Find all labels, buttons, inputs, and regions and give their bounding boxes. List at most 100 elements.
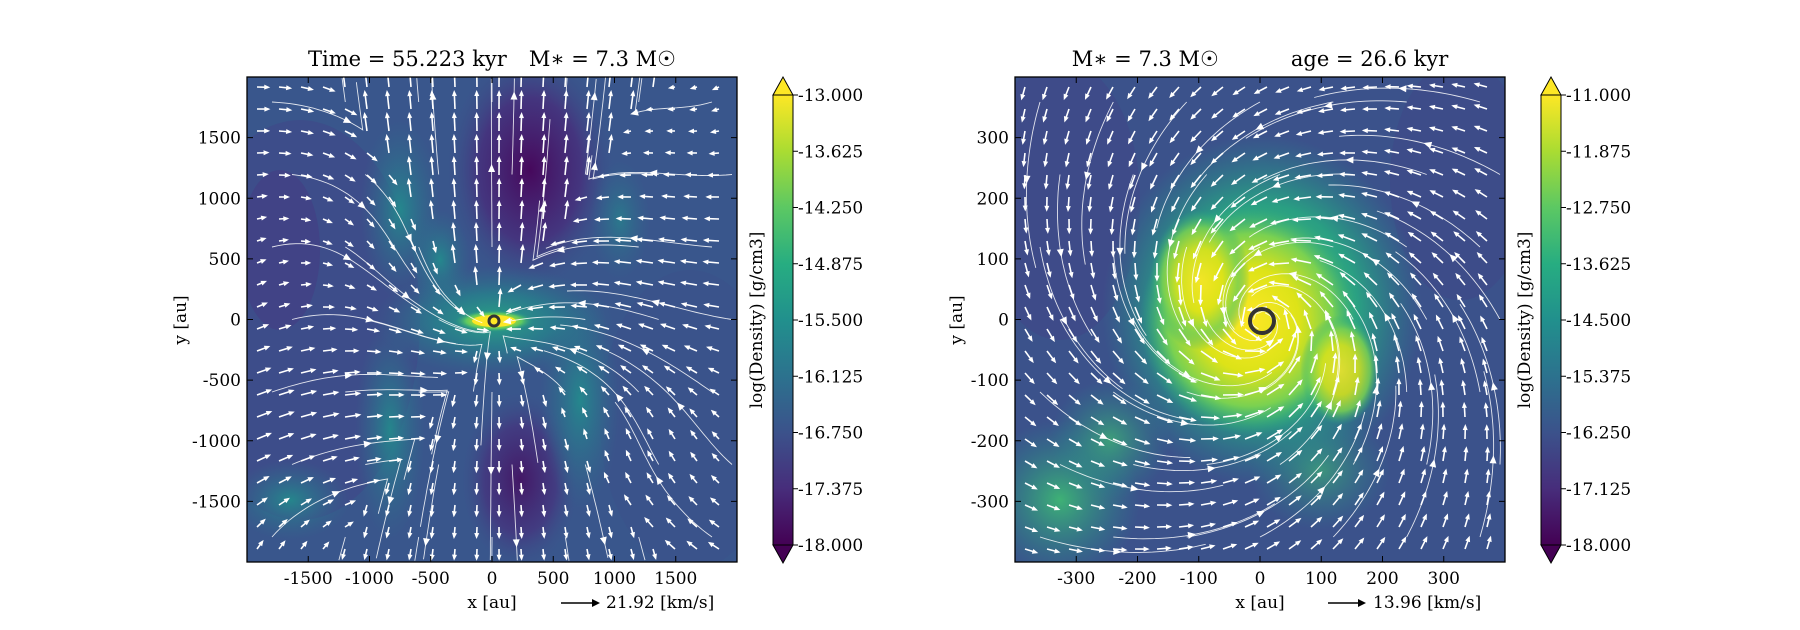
streamline xyxy=(271,478,389,538)
velocity-arrowhead xyxy=(1275,88,1282,93)
velocity-arrowhead xyxy=(1362,106,1369,112)
streamline-arrowhead xyxy=(1213,214,1222,223)
velocity-arrowhead xyxy=(264,84,271,90)
left-sink-particle xyxy=(487,314,501,328)
velocity-arrowhead xyxy=(309,455,316,461)
velocity-arrowhead xyxy=(1210,158,1217,164)
right-y-axis-label: y [au] xyxy=(947,295,967,345)
streamline xyxy=(271,243,421,311)
velocity-arrowhead xyxy=(327,283,334,289)
velocity-arrowhead xyxy=(287,367,294,373)
velocity-arrowhead xyxy=(1166,481,1173,487)
velocity-arrowhead xyxy=(1151,229,1157,236)
velocity-arrowhead xyxy=(1297,402,1304,409)
velocity-arrowhead xyxy=(702,259,709,265)
velocity-arrowhead xyxy=(1209,522,1216,528)
streamline xyxy=(1479,371,1495,538)
velocity-arrowhead xyxy=(639,193,646,199)
streamline-arrowhead xyxy=(488,164,496,173)
velocity-arrowhead xyxy=(1274,474,1282,480)
velocity-arrowhead xyxy=(519,400,525,408)
velocity-arrowhead xyxy=(689,473,696,481)
streamline-arrowhead xyxy=(1384,312,1392,322)
y-tick-label: -1000 xyxy=(192,432,241,452)
velocity-arrowhead xyxy=(417,329,424,334)
velocity-arrowhead xyxy=(451,466,457,474)
streamline-arrowhead xyxy=(1330,215,1339,223)
velocity-arrowhead xyxy=(1486,490,1491,498)
velocity-arrowhead xyxy=(1087,206,1093,213)
left-colorbar-label: log(Density) [g/cm3] xyxy=(747,232,767,409)
velocity-arrowhead xyxy=(1251,177,1259,183)
velocity-arrowhead xyxy=(373,478,380,484)
velocity-arrowhead xyxy=(1295,472,1303,479)
velocity-arrowhead xyxy=(1473,125,1481,131)
x-tick-label: 300 xyxy=(1428,569,1460,589)
velocity-arrowhead xyxy=(496,533,502,540)
streamline xyxy=(1166,174,1208,330)
streamline xyxy=(1339,134,1501,175)
right-panel: M∗ = 7.3 M☉ age = 26.6 kyr -300 -200 -100 0 1… xyxy=(947,47,1631,613)
velocity-arrowhead xyxy=(265,389,273,394)
velocity-arrowhead xyxy=(390,201,397,208)
velocity-arrowhead xyxy=(368,243,375,250)
velocity-arrowhead xyxy=(690,451,696,459)
velocity-arrowhead xyxy=(1076,526,1083,532)
velocity-arrowhead xyxy=(1478,294,1485,301)
velocity-arrowhead xyxy=(1148,92,1154,99)
velocity-arrowhead xyxy=(563,466,569,474)
velocity-arrowhead xyxy=(1213,275,1219,282)
velocity-arrowhead xyxy=(1064,160,1070,168)
velocity-arrow xyxy=(409,77,412,88)
colorbar-tick-label: -16.250 xyxy=(1566,424,1631,444)
velocity-arrowhead xyxy=(1191,228,1197,236)
streamline-arrowhead xyxy=(1429,459,1437,468)
velocity-arrowhead xyxy=(1428,83,1436,89)
left-panel-title: Time = 55.223 kyr M∗ = 7.3 M☉ xyxy=(308,47,676,71)
streamline-arrowhead xyxy=(423,537,431,547)
velocity-arrowhead xyxy=(473,222,479,229)
velocity-arrowhead xyxy=(433,268,438,275)
velocity-arrowhead xyxy=(1098,526,1106,532)
streamline xyxy=(564,536,570,561)
velocity-arrowhead xyxy=(518,511,524,518)
velocity-arrowhead xyxy=(1121,461,1128,467)
velocity-arrowhead xyxy=(518,112,524,119)
velocity-arrowhead xyxy=(411,224,416,231)
velocity-arrowhead xyxy=(661,344,669,350)
velocity-arrowhead xyxy=(1210,500,1217,506)
velocity-arrowhead xyxy=(1028,378,1035,385)
velocity-arrowhead xyxy=(1316,400,1322,408)
velocity-arrowhead xyxy=(279,540,286,547)
streamline-arrowhead xyxy=(1253,249,1263,257)
streamline xyxy=(1039,246,1123,390)
velocity-arrowhead xyxy=(261,302,268,308)
velocity-arrowhead xyxy=(362,90,368,97)
velocity-arrowhead xyxy=(1166,398,1174,403)
velocity-arrowhead xyxy=(370,285,377,291)
velocity-arrowhead xyxy=(1050,356,1057,364)
velocity-arrowhead xyxy=(600,385,607,393)
velocity-arrowhead xyxy=(372,306,379,312)
colorbar-tick-label: -18.000 xyxy=(1566,536,1631,556)
velocity-arrowhead xyxy=(265,432,272,438)
velocity-arrowhead xyxy=(310,433,317,439)
streamline-arrowhead xyxy=(590,162,598,171)
velocity-arrowhead xyxy=(451,112,457,119)
velocity-arrowhead xyxy=(1235,354,1243,360)
streamline xyxy=(1057,174,1093,337)
velocity-arrowhead xyxy=(283,497,290,504)
velocity-arrowhead xyxy=(1042,116,1048,123)
streamline-arrowhead xyxy=(342,116,352,124)
velocity-arrowhead xyxy=(1190,417,1197,422)
velocity-arrowhead xyxy=(1486,513,1492,520)
velocity-arrowhead xyxy=(385,532,391,539)
velocity-arrowhead xyxy=(519,134,525,141)
velocity-arrowhead xyxy=(1210,180,1217,187)
streamline xyxy=(1279,318,1341,465)
velocity-arrowhead xyxy=(641,365,649,371)
velocity-arrowhead xyxy=(1296,292,1303,299)
velocity-arrowhead xyxy=(622,129,630,134)
streamline-arrowhead xyxy=(1324,101,1333,109)
velocity-arrowhead xyxy=(1189,458,1196,464)
